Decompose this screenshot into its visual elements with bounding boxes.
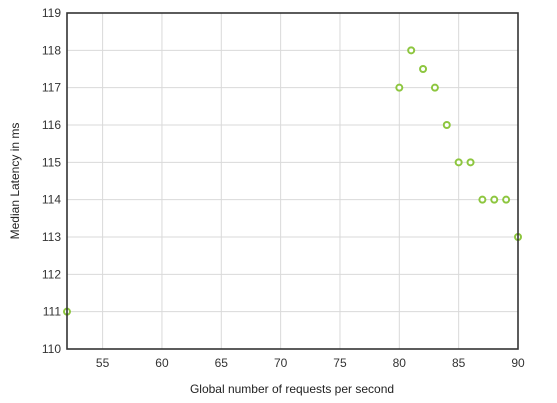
- y-tick-label: 115: [42, 155, 61, 169]
- grid: [67, 12, 519, 350]
- x-tick-label: 80: [393, 356, 407, 370]
- data-point: [454, 158, 463, 167]
- data-point: [430, 83, 439, 92]
- data-point: [502, 195, 511, 204]
- y-tick-label: 111: [43, 305, 62, 319]
- data-point: [442, 121, 451, 129]
- y-tick-label: 119: [42, 6, 61, 20]
- plot-frame: [66, 12, 519, 350]
- y-tick-label: 110: [42, 342, 61, 356]
- y-tick-label: 116: [42, 118, 61, 132]
- data-point: [419, 65, 428, 73]
- data-point: [466, 158, 475, 167]
- y-tick-label: 114: [42, 193, 61, 207]
- data-point: [395, 83, 404, 92]
- y-tick-label: 112: [42, 267, 61, 281]
- x-tick-label: 85: [452, 356, 466, 370]
- data-points: [63, 46, 522, 316]
- x-tick-label: 90: [511, 356, 525, 370]
- data-point: [490, 195, 499, 204]
- x-tick-label: 70: [274, 356, 288, 370]
- x-axis-title: Global number of requests per second: [190, 382, 394, 396]
- x-tick-label: 55: [96, 356, 110, 370]
- x-tick-label: 60: [155, 356, 169, 370]
- y-tick-label: 117: [42, 81, 61, 95]
- tick-labels: 55 60 65 70 75 80 85 90 110 111 112 113 114 115 116 117…: [42, 6, 525, 370]
- data-point: [478, 195, 487, 204]
- y-tick-label: 113: [42, 230, 61, 244]
- y-axis-title: Median Latency in ms: [8, 123, 22, 240]
- x-tick-label: 75: [333, 356, 347, 370]
- y-tick-label: 118: [42, 43, 61, 57]
- x-tick-label: 65: [215, 356, 229, 370]
- data-point: [407, 46, 416, 55]
